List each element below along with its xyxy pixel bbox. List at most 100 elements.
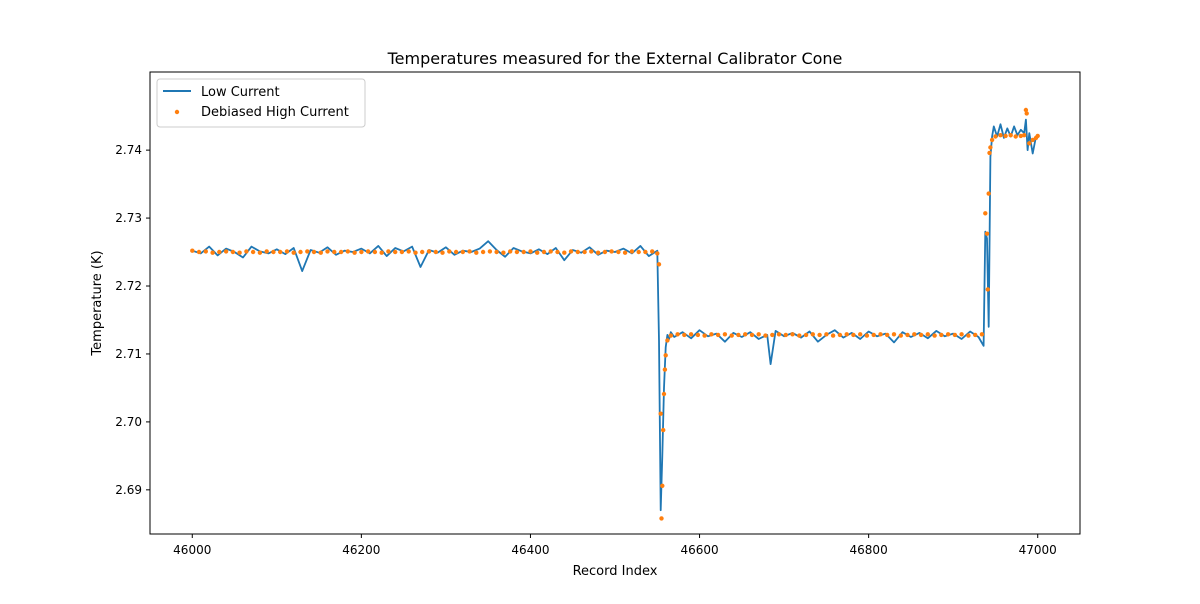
scatter-point-debiased-high-current [763,333,768,338]
scatter-point-debiased-high-current [203,249,208,254]
scatter-point-debiased-high-current [756,332,761,337]
scatter-point-debiased-high-current [695,332,701,338]
scatter-point-debiased-high-current [979,332,985,337]
scatter-point-debiased-high-current [989,137,995,143]
scatter-point-debiased-high-current [945,332,951,337]
chart-title: Temperatures measured for the External C… [387,49,843,68]
scatter-point-debiased-high-current [993,134,998,139]
scatter-point-debiased-high-current [702,333,707,338]
x-tick-label: 46000 [173,543,211,557]
scatter-point-debiased-high-current [722,332,728,337]
scatter-point-debiased-high-current [514,249,520,255]
x-tick-label: 46600 [680,543,718,557]
scatter-point-debiased-high-current [372,249,378,255]
x-tick-label: 46400 [511,543,549,557]
series-line-low-current [192,118,1039,512]
scatter-point-debiased-high-current [217,249,222,255]
scatter-point-debiased-high-current [250,249,256,255]
legend-swatch-debiased-high-current [174,109,180,115]
scatter-point-debiased-high-current [622,250,628,255]
scatter-point-debiased-high-current [1027,141,1032,146]
scatter-point-debiased-high-current [885,332,890,338]
scatter-point-debiased-high-current [1035,133,1040,139]
scatter-point-debiased-high-current [682,332,687,338]
scatter-point-debiased-high-current [609,249,614,254]
y-tick-label: 2.70 [115,415,142,429]
scatter-point-debiased-high-current [824,332,829,337]
scatter-point-debiased-high-current [1024,111,1029,116]
scatter-point-debiased-high-current [311,249,317,255]
y-tick-label: 2.72 [115,279,142,293]
scatter-point-debiased-high-current [210,250,215,255]
scatter-point-debiased-high-current [675,332,680,337]
scatter-point-debiased-high-current [393,249,398,255]
scatter-point-debiased-high-current [494,249,499,255]
scatter-point-debiased-high-current [460,249,465,255]
scatter-point-debiased-high-current [575,249,580,255]
scatter-point-debiased-high-current [453,249,459,255]
scatter-point-debiased-high-current [658,411,663,416]
scatter-point-debiased-high-current [305,249,310,254]
scatter-point-debiased-high-current [918,332,924,338]
scatter-point-debiased-high-current [987,150,992,156]
scatter-point-debiased-high-current [830,333,836,338]
scatter-point-debiased-high-current [379,250,384,255]
scatter-point-debiased-high-current [891,332,897,337]
scatter-point-debiased-high-current [905,332,910,338]
scatter-point-debiased-high-current [984,231,990,236]
scatter-point-debiased-high-current [223,249,229,254]
scatter-point-debiased-high-current [447,249,452,254]
scatter-point-debiased-high-current [932,333,937,338]
scatter-point-debiased-high-current [257,250,263,255]
scatter-point-debiased-high-current [582,249,587,255]
scatter-point-debiased-high-current [643,249,648,255]
scatter-point-debiased-high-current [743,332,748,337]
scatter-point-debiased-high-current [190,248,195,253]
scatter-point-debiased-high-current [1018,133,1023,139]
scatter-point-debiased-high-current [858,332,863,337]
scatter-point-debiased-high-current [998,133,1003,138]
scatter-point-debiased-high-current [776,332,782,337]
scatter-point-debiased-high-current [467,249,472,254]
scatter-point-debiased-high-current [770,332,775,338]
scatter-point-debiased-high-current [729,333,734,338]
scatter-point-debiased-high-current [508,249,513,254]
scatter-point-debiased-high-current [352,250,357,255]
scatter-point-debiased-high-current [656,262,662,267]
scatter-point-debiased-high-current [521,249,526,255]
scatter-point-debiased-high-current [1013,134,1018,139]
scatter-point-debiased-high-current [426,249,432,254]
scatter-point-debiased-high-current [602,249,608,255]
scatter-point-debiased-high-current [338,249,344,255]
scatter-point-debiased-high-current [1003,133,1008,139]
scatter-point-debiased-high-current [230,249,236,255]
scatter-point-debiased-high-current [661,391,667,397]
scatter-point-debiased-high-current [399,249,405,255]
scatter-point-debiased-high-current [986,191,991,196]
scatter-point-debiased-high-current [629,249,635,254]
scatter-point-debiased-high-current [973,332,978,338]
scatter-point-debiased-high-current [271,249,276,255]
scatter-point-debiased-high-current [548,249,553,254]
scatter-point-debiased-high-current [665,338,670,343]
scatter-point-debiased-high-current [844,332,849,337]
scatter-point-debiased-high-current [1008,133,1013,138]
scatter-point-debiased-high-current [237,250,242,255]
scatter-point-debiased-high-current [568,249,574,254]
y-tick-label: 2.69 [115,483,142,497]
scatter-point-debiased-high-current [803,332,809,338]
scatter-point-debiased-high-current [1030,137,1035,143]
scatter-point-debiased-high-current [668,333,673,338]
scatter-point-debiased-high-current [851,332,856,338]
scatter-point-debiased-high-current [939,332,944,338]
scatter-point-debiased-high-current [898,333,903,338]
scatter-point-debiased-high-current [959,332,964,337]
scatter-point-debiased-high-current [318,250,323,255]
scatter-point-debiased-high-current [541,249,547,255]
y-tick-label: 2.74 [115,143,142,157]
scatter-point-debiased-high-current [433,249,438,255]
scatter-point-debiased-high-current [555,249,560,255]
scatter-point-debiased-high-current [264,249,269,254]
